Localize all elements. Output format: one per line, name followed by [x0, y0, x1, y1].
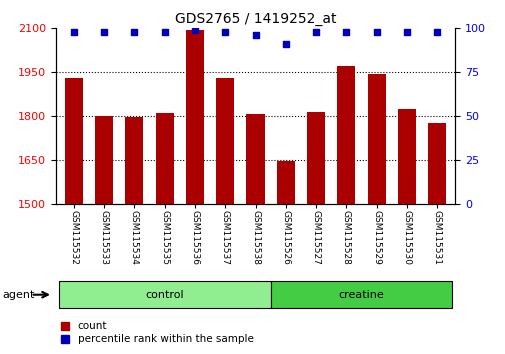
Bar: [307, 112, 325, 204]
Point: [190, 27, 198, 33]
Bar: [246, 114, 264, 204]
Bar: [95, 116, 113, 204]
Point: [281, 41, 289, 47]
Point: [160, 29, 168, 35]
Bar: [125, 118, 143, 204]
Legend: count, percentile rank within the sample: count, percentile rank within the sample: [61, 321, 253, 344]
Point: [402, 29, 410, 35]
Bar: [427, 123, 445, 204]
Point: [100, 29, 108, 35]
Point: [342, 29, 350, 35]
Bar: [59, 281, 270, 308]
Bar: [337, 66, 355, 204]
Bar: [276, 161, 294, 204]
Bar: [367, 74, 385, 204]
Point: [221, 29, 229, 35]
Bar: [270, 281, 451, 308]
Bar: [397, 109, 415, 204]
Point: [432, 29, 440, 35]
Text: agent: agent: [3, 290, 35, 300]
Text: creatine: creatine: [338, 290, 384, 300]
Bar: [156, 113, 173, 204]
Title: GDS2765 / 1419252_at: GDS2765 / 1419252_at: [174, 12, 336, 26]
Point: [70, 29, 78, 35]
Text: control: control: [145, 290, 184, 300]
Point: [130, 29, 138, 35]
Point: [372, 29, 380, 35]
Bar: [185, 30, 204, 204]
Point: [251, 33, 259, 38]
Point: [312, 29, 320, 35]
Bar: [65, 78, 83, 204]
Bar: [216, 78, 234, 204]
